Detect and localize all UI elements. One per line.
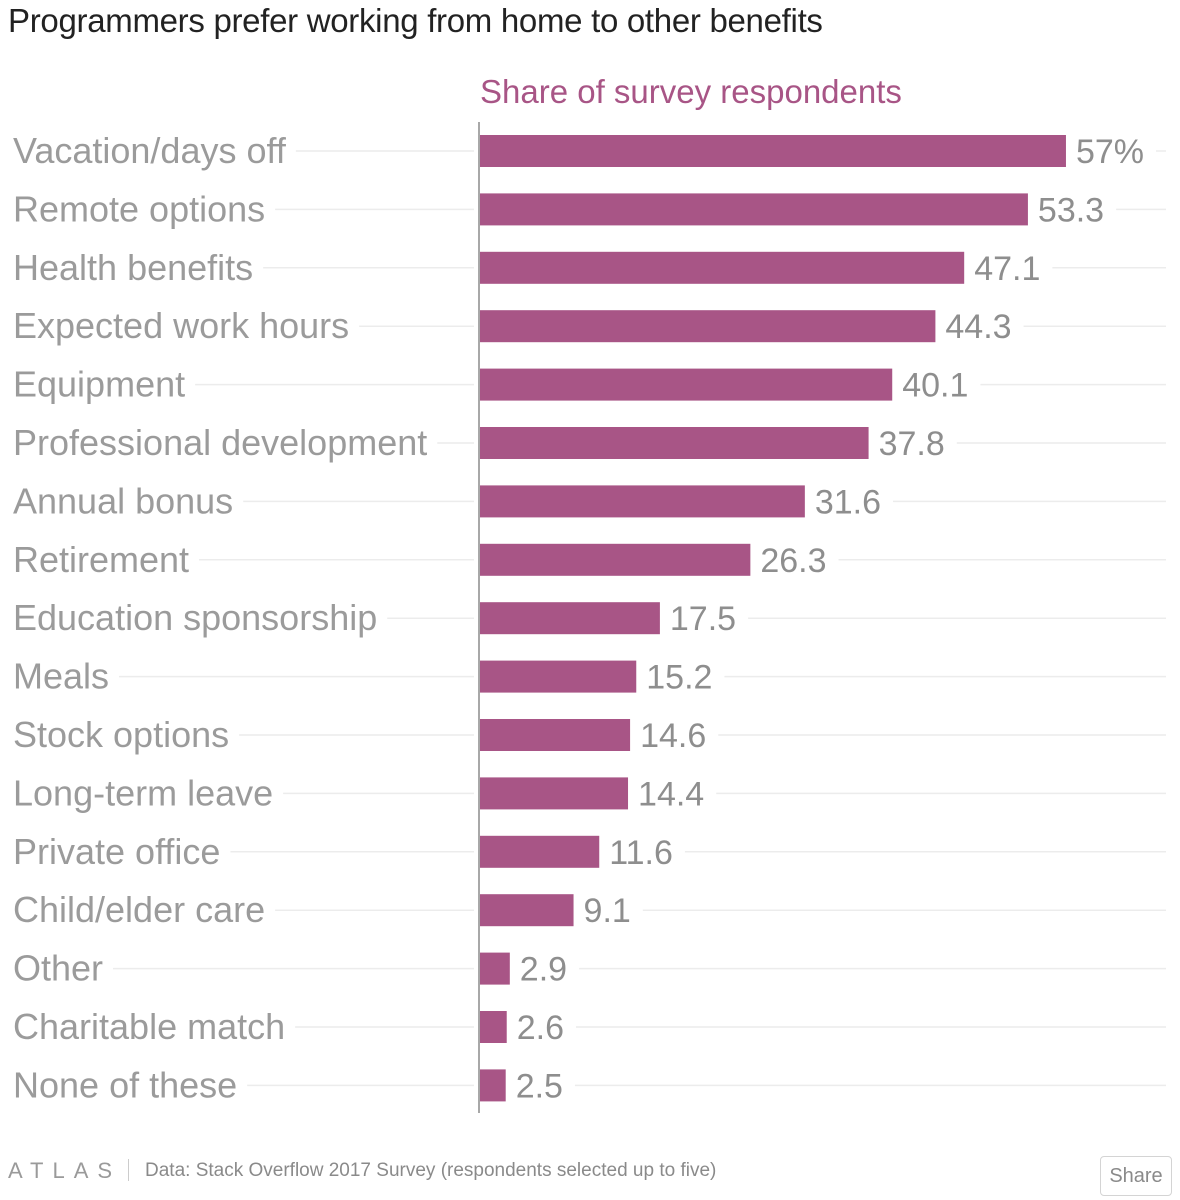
bar (480, 660, 637, 693)
value-label: 53.3 (1038, 191, 1104, 229)
bar (480, 485, 805, 518)
value-label: 14.4 (638, 775, 704, 813)
bar (480, 368, 893, 401)
bar (480, 777, 629, 810)
share-button[interactable]: Share (1100, 1156, 1172, 1196)
value-label: 2.6 (517, 1009, 564, 1047)
value-label: 2.9 (520, 951, 567, 989)
bar (480, 135, 1066, 167)
value-label: 9.1 (584, 892, 631, 930)
value-label: 26.3 (760, 542, 826, 580)
value-label: 2.5 (516, 1067, 563, 1105)
category-label: Expected work hours (13, 305, 349, 346)
category-label: Child/elder care (13, 889, 265, 930)
category-label: Long-term leave (13, 772, 273, 813)
category-label: Equipment (13, 364, 185, 405)
bar (480, 310, 936, 343)
value-label: 40.1 (902, 367, 968, 405)
value-label: 11.6 (609, 834, 673, 872)
category-label: None of these (13, 1064, 237, 1105)
bar (480, 251, 965, 284)
footer-divider (128, 1159, 129, 1181)
category-label: Health benefits (13, 247, 253, 288)
value-label: 47.1 (974, 250, 1040, 288)
value-label: 57% (1076, 133, 1144, 171)
category-label: Retirement (13, 539, 189, 580)
value-label: 17.5 (670, 600, 736, 638)
category-label: Meals (13, 656, 109, 697)
category-label: Education sponsorship (13, 597, 377, 638)
bar (480, 1069, 506, 1102)
atlas-logo: ATLAS (8, 1158, 122, 1183)
bar (480, 952, 510, 985)
bar (480, 602, 660, 635)
value-label: 14.6 (640, 717, 706, 755)
category-label: Annual bonus (13, 480, 233, 521)
bar-chart: Share of survey respondents Vacation/day… (13, 73, 1166, 1113)
category-label: Stock options (13, 714, 229, 755)
value-label: 15.2 (646, 659, 712, 697)
bar (480, 427, 869, 459)
category-label: Vacation/days off (13, 130, 287, 171)
bar (480, 1011, 507, 1043)
chart-subtitle: Share of survey respondents (480, 73, 902, 110)
category-label: Remote options (13, 188, 265, 229)
bar (480, 835, 600, 868)
category-label: Professional development (13, 422, 427, 463)
category-label: Private office (13, 831, 220, 872)
value-label: 37.8 (879, 425, 945, 463)
bar (480, 193, 1028, 226)
bar (480, 543, 751, 576)
bar (480, 719, 631, 751)
category-label: Other (13, 948, 103, 989)
footer: ATLAS Data: Stack Overflow 2017 Survey (… (0, 1148, 1180, 1200)
value-label: 44.3 (945, 308, 1011, 346)
chart-title: Programmers prefer working from home to … (8, 2, 823, 39)
bar (480, 894, 574, 927)
source-note: Data: Stack Overflow 2017 Survey (respon… (145, 1160, 717, 1181)
category-label: Charitable match (13, 1006, 285, 1047)
value-label: 31.6 (815, 483, 881, 521)
